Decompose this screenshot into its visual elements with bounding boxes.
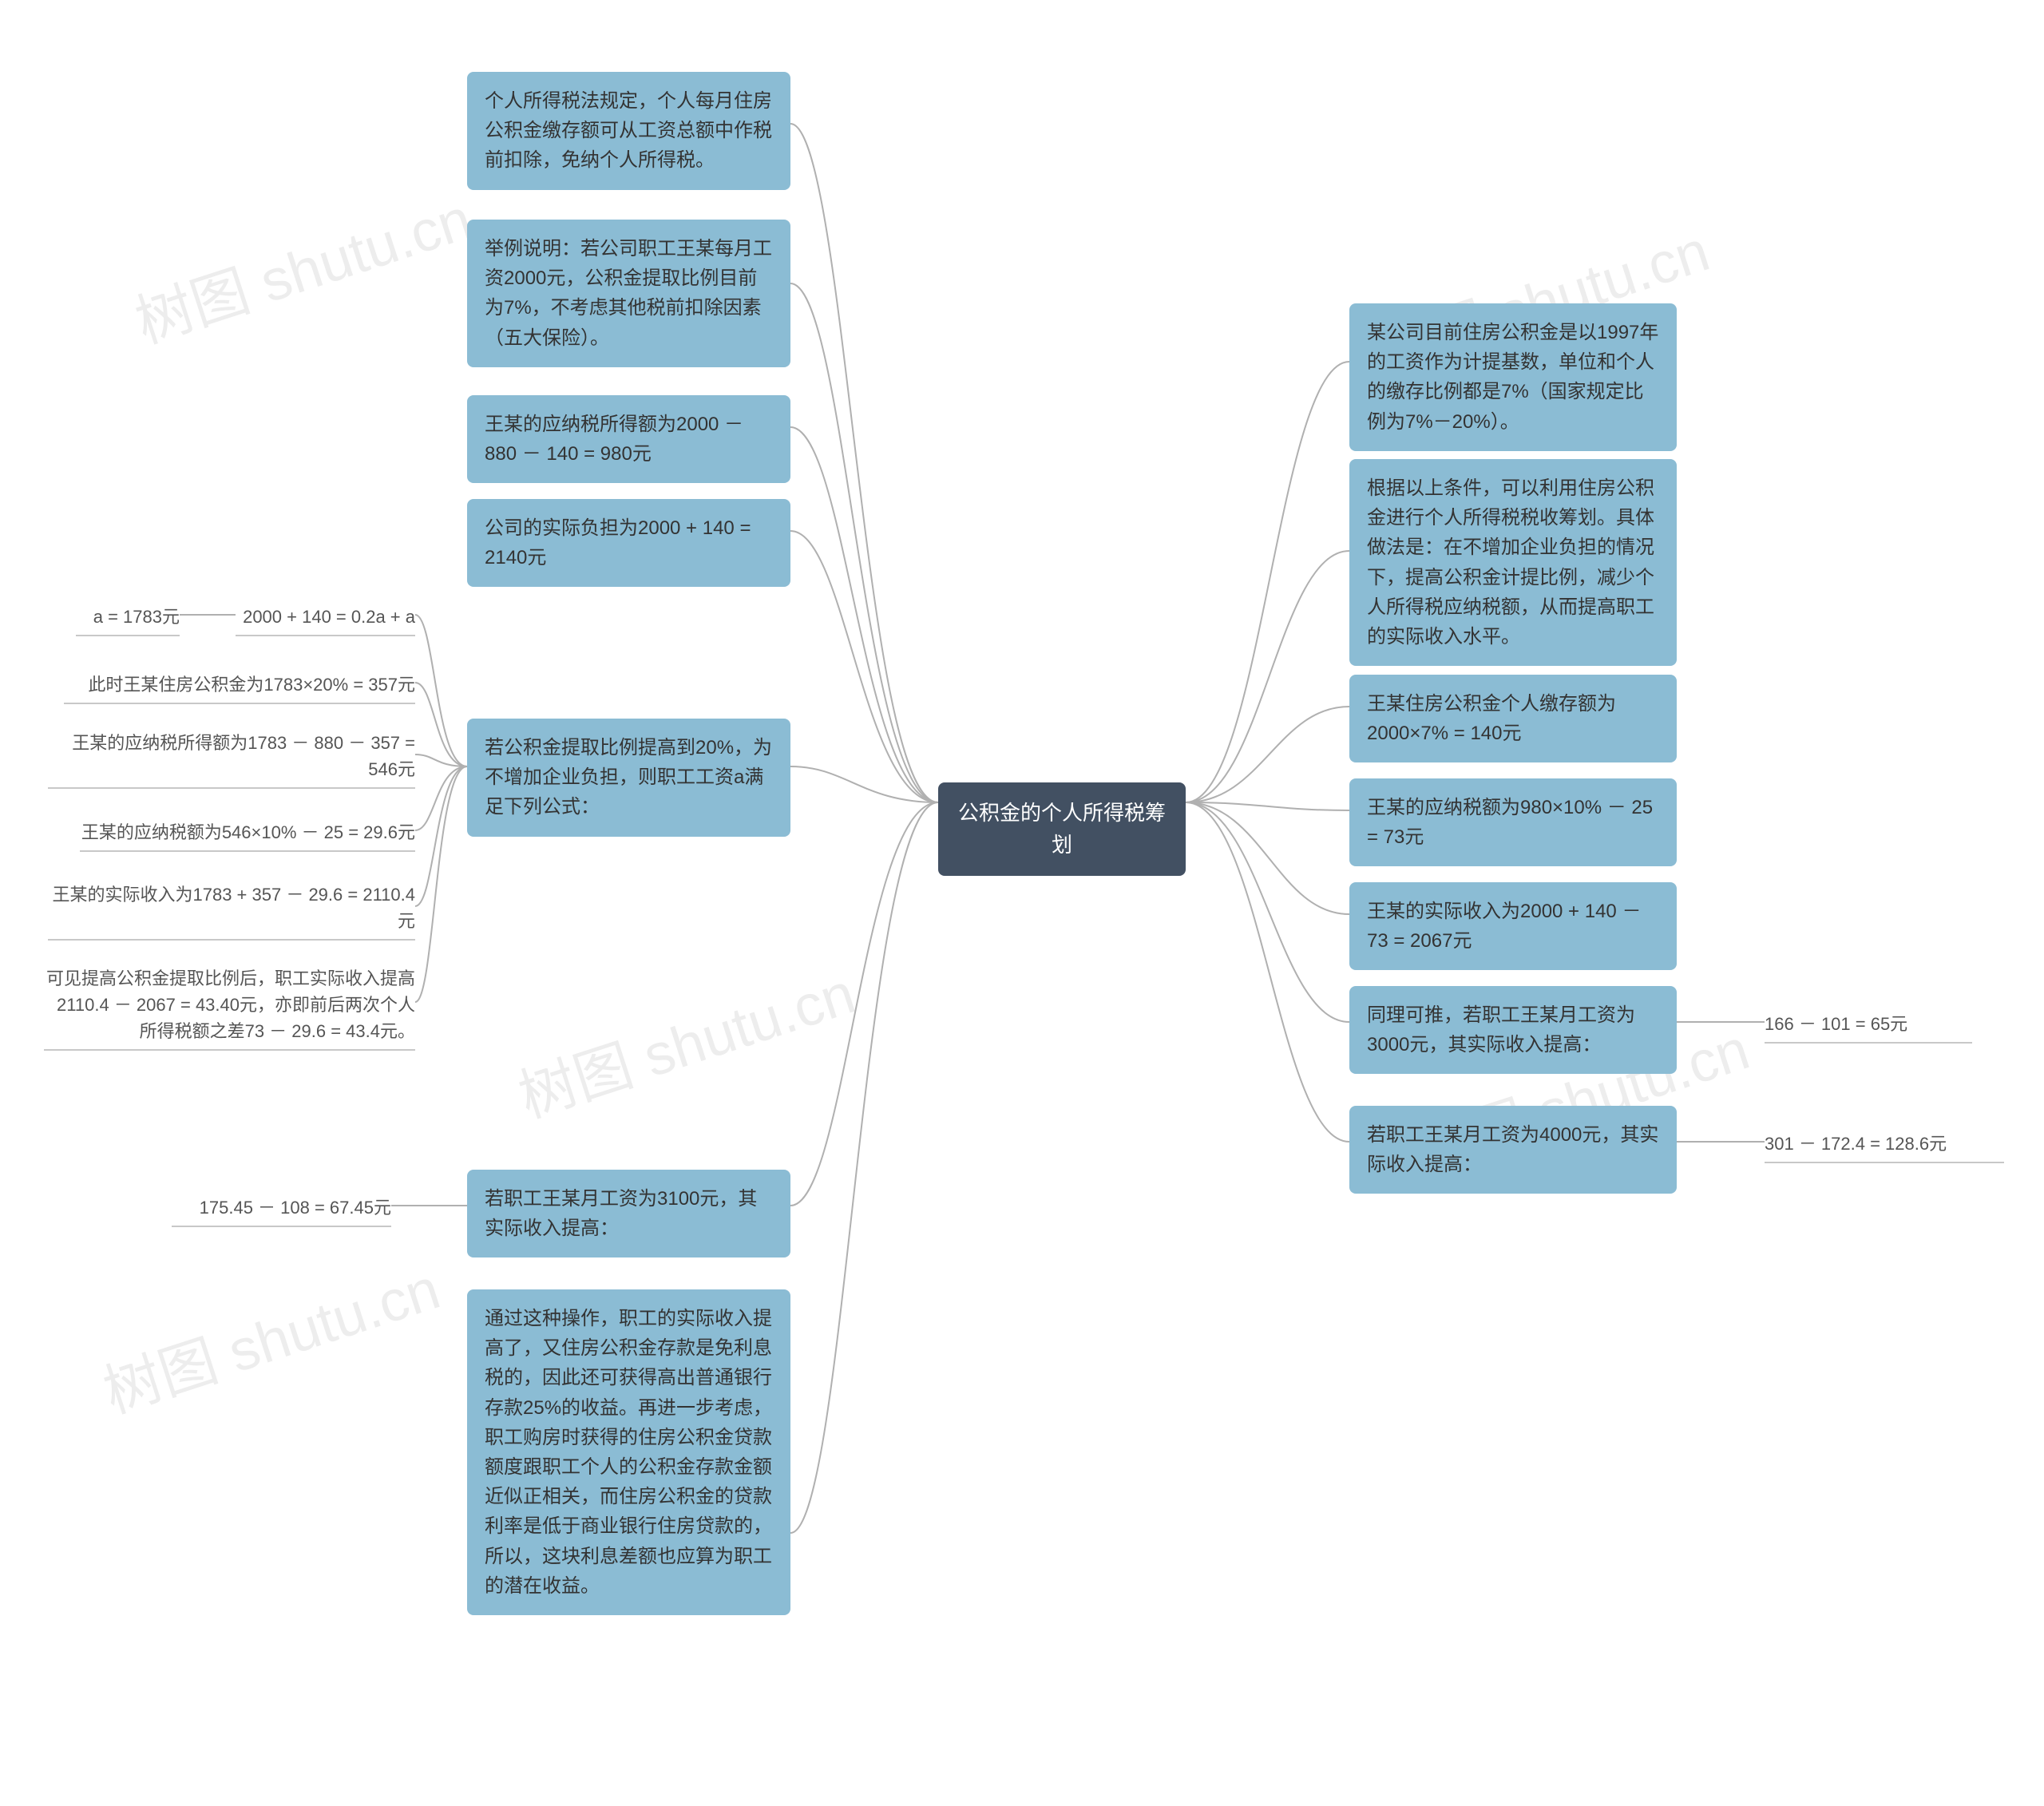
right-branch-7: 若职工王某月工资为4000元，其实际收入提高： <box>1349 1106 1677 1194</box>
right-leaf-6: 166 － 101 = 65元 <box>1765 1008 1972 1047</box>
left-branch-6: 若职工王某月工资为3100元，其实际收入提高： <box>467 1170 790 1257</box>
left-leaf-5a: 2000 + 140 = 0.2a + a <box>236 600 415 640</box>
right-branch-6: 同理可推，若职工王某月工资为3000元，其实际收入提高： <box>1349 986 1677 1074</box>
left-branch-3: 王某的应纳税所得额为2000 － 880 － 140 = 980元 <box>467 395 790 483</box>
left-branch-7: 通过这种操作，职工的实际收入提高了，又住房公积金存款是免利息税的，因此还可获得高… <box>467 1289 790 1615</box>
left-branch-1: 个人所得税法规定，个人每月住房公积金缴存额可从工资总额中作税前扣除，免纳个人所得… <box>467 72 790 190</box>
left-leaf-5a-sub: a = 1783元 <box>76 600 180 640</box>
left-leaf-5b: 此时王某住房公积金为1783×20% = 357元 <box>64 668 415 707</box>
left-leaf-5f: 可见提高公积金提取比例后，职工实际收入提高2110.4 － 2067 = 43.… <box>44 962 415 1054</box>
right-branch-1: 某公司目前住房公积金是以1997年的工资作为计提基数，单位和个人的缴存比例都是7… <box>1349 303 1677 451</box>
root-node: 公积金的个人所得税筹划 <box>938 782 1186 876</box>
left-branch-4: 公司的实际负担为2000 + 140 = 2140元 <box>467 499 790 587</box>
right-branch-4: 王某的应纳税额为980×10% － 25 = 73元 <box>1349 778 1677 866</box>
left-leaf-5c: 王某的应纳税所得额为1783 － 880 － 357 = 546元 <box>48 727 415 792</box>
left-branch-2: 举例说明：若公司职工王某每月工资2000元，公积金提取比例目前为7%，不考虑其他… <box>467 220 790 367</box>
left-leaf-5e: 王某的实际收入为1783 + 357 － 29.6 = 2110.4元 <box>48 878 415 944</box>
left-leaf-6: 175.45 － 108 = 67.45元 <box>172 1191 391 1230</box>
left-branch-5: 若公积金提取比例提高到20%，为不增加企业负担，则职工工资a满足下列公式： <box>467 719 790 837</box>
right-branch-2: 根据以上条件，可以利用住房公积金进行个人所得税税收筹划。具体做法是：在不增加企业… <box>1349 459 1677 666</box>
right-branch-5: 王某的实际收入为2000 + 140 － 73 = 2067元 <box>1349 882 1677 970</box>
right-branch-3: 王某住房公积金个人缴存额为2000×7% = 140元 <box>1349 675 1677 762</box>
left-leaf-5d: 王某的应纳税额为546×10% － 25 = 29.6元 <box>80 816 415 855</box>
right-leaf-7: 301 － 172.4 = 128.6元 <box>1765 1127 2004 1166</box>
